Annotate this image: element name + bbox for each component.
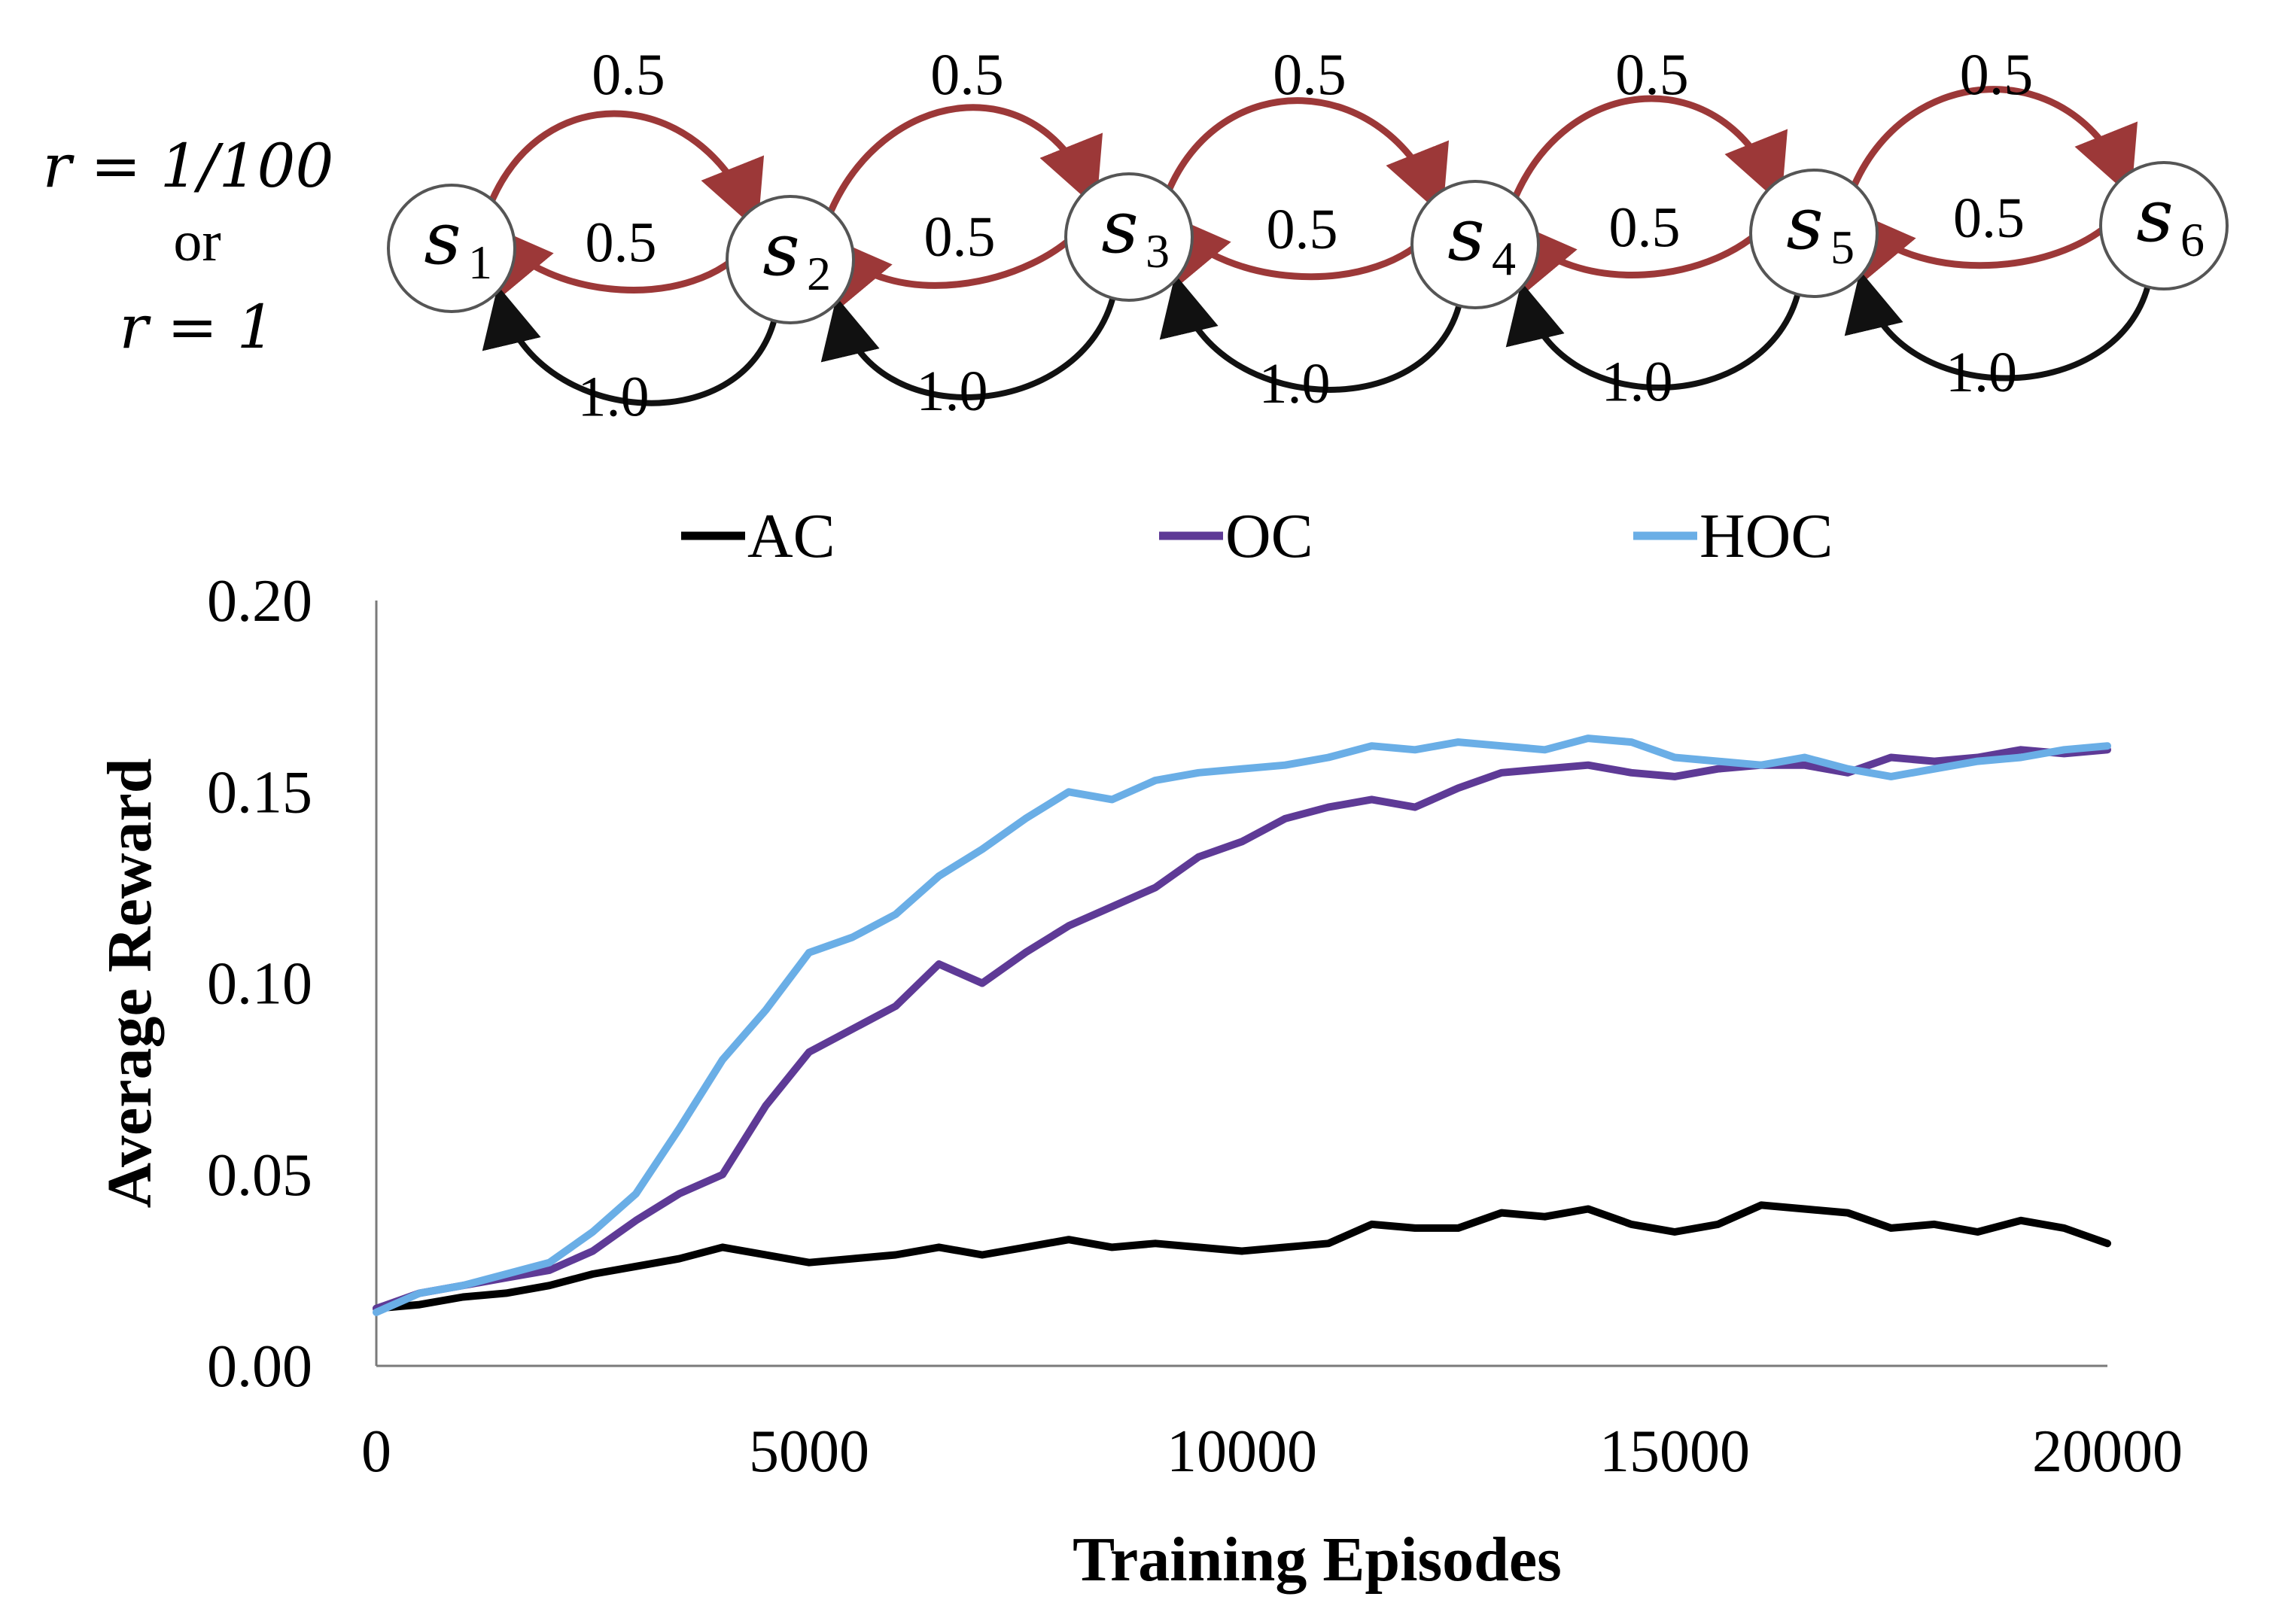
forward-prob-label: 0.5 — [1615, 41, 1689, 107]
state-subscript: 2 — [807, 247, 831, 300]
state-subscript: 3 — [1146, 224, 1170, 278]
forward-prob-label: 0.5 — [592, 41, 665, 107]
x-axis-ticks: 0 5000 10000 15000 20000 — [361, 1419, 2183, 1485]
back-transition-arrow — [820, 293, 1117, 400]
stay-prob-label: 0.5 — [924, 205, 996, 269]
chart-legend: AC OC HOC — [681, 501, 1833, 571]
back-prob-label: 1.0 — [1259, 352, 1331, 415]
x-tick-label: 10000 — [1167, 1419, 1317, 1485]
series-line-oc — [373, 746, 2111, 1312]
state-symbol: s — [424, 196, 461, 281]
x-tick-label: 0 — [361, 1419, 391, 1485]
stay-prob-label: 0.5 — [586, 211, 657, 275]
y-axis-label: Average Reward — [95, 759, 165, 1209]
legend-entry-hoc: HOC — [1633, 501, 1833, 571]
chain-mdp-diagram: r = 1/100 or r = 1 0.50.51.00.50.51.00.5… — [43, 41, 2229, 429]
state-nodes: s 1 s 2s 3 s 4 s 5 s 6 — [387, 161, 2229, 324]
state-circle — [2099, 161, 2229, 290]
back-prob-label: 1.0 — [1946, 341, 2017, 404]
stay-transition-arrow — [484, 223, 752, 297]
y-tick-label: 0.00 — [207, 1334, 312, 1400]
back-prob-label: 1.0 — [1602, 351, 1673, 414]
stay-prob-label: 0.5 — [1953, 187, 2025, 250]
back-transition-arrow — [1159, 274, 1463, 393]
state-subscript: 6 — [2180, 213, 2205, 266]
stay-transition-arrow — [1846, 208, 2125, 282]
series-line-ac — [373, 1201, 2111, 1312]
state-symbol: s — [2136, 174, 2173, 258]
reward-label-line1: r = 1/100 — [43, 131, 334, 201]
stay-transition-arrow — [1161, 211, 1437, 286]
x-tick-label: 15000 — [1599, 1419, 1750, 1485]
series-lines — [373, 734, 2111, 1316]
x-axis-label: Training Episodes — [1073, 1525, 1562, 1595]
forward-prob-label: 0.5 — [930, 41, 1004, 107]
back-prob-label: 1.0 — [578, 366, 650, 429]
line-chart: 0.00 0.05 0.10 0.15 0.20 0 5000 10000 15000 2000… — [95, 568, 2183, 1595]
forward-transition-arrow — [1163, 97, 1449, 216]
legend-entry-ac: AC — [681, 501, 835, 571]
stay-prob-label: 0.5 — [1267, 198, 1338, 261]
stay-prob-label: 0.5 — [1609, 196, 1681, 260]
state-symbol: s — [1786, 181, 1823, 266]
state-subscript: 1 — [468, 236, 492, 289]
state-circle — [387, 184, 516, 313]
legend-label: AC — [747, 501, 835, 571]
back-transition-arrow — [1844, 270, 2152, 382]
y-tick-label: 0.20 — [207, 568, 312, 634]
series-line-hoc — [373, 734, 2111, 1316]
forward-transition-arrow — [1848, 86, 2138, 197]
state-circle — [1749, 169, 1879, 298]
x-tick-label: 20000 — [2032, 1419, 2183, 1485]
forward-transition-arrow — [1509, 95, 1788, 205]
state-symbol: s — [762, 208, 799, 292]
state-circle — [1064, 172, 1194, 302]
stay-transition-arrow — [823, 220, 1091, 309]
state-circle — [1410, 180, 1540, 309]
legend-label: HOC — [1699, 501, 1833, 571]
forward-prob-label: 0.5 — [1273, 41, 1346, 107]
forward-transition-arrow — [485, 110, 764, 231]
state-symbol: s — [1447, 193, 1484, 277]
y-tick-label: 0.15 — [207, 759, 312, 826]
stay-transition-arrow — [1508, 216, 1776, 293]
forward-prob-label: 0.5 — [1960, 41, 2034, 107]
legend-label: OC — [1225, 501, 1313, 571]
state-subscript: 5 — [1830, 220, 1855, 274]
forward-transition-arrow — [824, 104, 1103, 220]
transition-arrows: 0.5 0.5 1.0 0.5 0.5 1.0 0.5 0.5 1.0 0.5 0.5 1.0 0.5 0… — [482, 41, 2152, 429]
y-axis-ticks: 0.00 0.05 0.10 0.15 0.20 — [207, 568, 312, 1400]
y-tick-label: 0.05 — [207, 1142, 312, 1209]
state-subscript: 4 — [1492, 232, 1516, 285]
y-tick-label: 0.10 — [207, 951, 312, 1017]
state-circle — [726, 195, 855, 324]
x-tick-label: 5000 — [749, 1419, 869, 1485]
back-transition-arrow — [1505, 281, 1802, 391]
reward-label-or: or — [173, 210, 221, 273]
reward-label-line2: r = 1 — [119, 292, 275, 362]
state-symbol: s — [1101, 185, 1138, 269]
legend-entry-oc: OC — [1159, 501, 1313, 571]
back-prob-label: 1.0 — [917, 360, 988, 423]
back-transition-arrow — [482, 285, 778, 406]
